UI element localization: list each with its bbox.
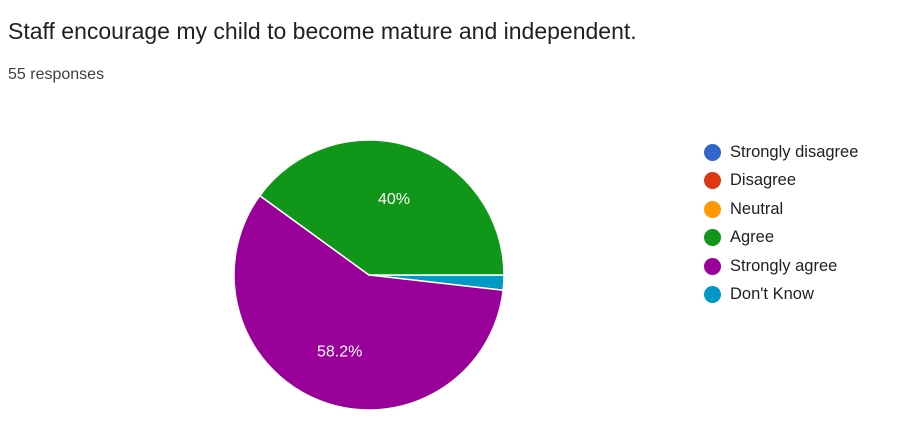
legend-item-strongly-agree: Strongly agree	[704, 252, 858, 281]
legend-label: Don't Know	[730, 285, 814, 304]
legend-swatch	[704, 143, 721, 161]
legend-swatch	[704, 257, 721, 275]
question-title: Staff encourage my child to become matur…	[8, 18, 637, 44]
legend-swatch	[704, 172, 721, 190]
slice-label-agree: 40%	[378, 191, 410, 208]
legend-item-don-t-know: Don't Know	[704, 281, 858, 310]
chart-legend: Strongly disagree Disagree Neutral Agree Str…	[704, 138, 858, 309]
pie-slice-agree	[258, 139, 505, 276]
pie-slice-strongly-agree	[233, 194, 504, 411]
slice-label-strongly-agree: 58.2%	[317, 343, 362, 360]
legend-label: Disagree	[730, 171, 797, 190]
legend-swatch	[704, 229, 721, 247]
legend-label: Agree	[730, 228, 775, 247]
legend-item-neutral: Neutral	[704, 195, 858, 224]
response-count: 55 responses	[8, 66, 105, 83]
legend-item-agree: Agree	[704, 224, 858, 253]
legend-item-disagree: Disagree	[704, 167, 858, 196]
legend-label: Strongly agree	[730, 256, 838, 275]
legend-label: Neutral	[730, 199, 784, 218]
legend-label: Strongly disagree	[730, 142, 859, 161]
legend-swatch	[704, 286, 721, 304]
legend-swatch	[704, 200, 721, 218]
legend-item-strongly-disagree: Strongly disagree	[704, 138, 858, 167]
